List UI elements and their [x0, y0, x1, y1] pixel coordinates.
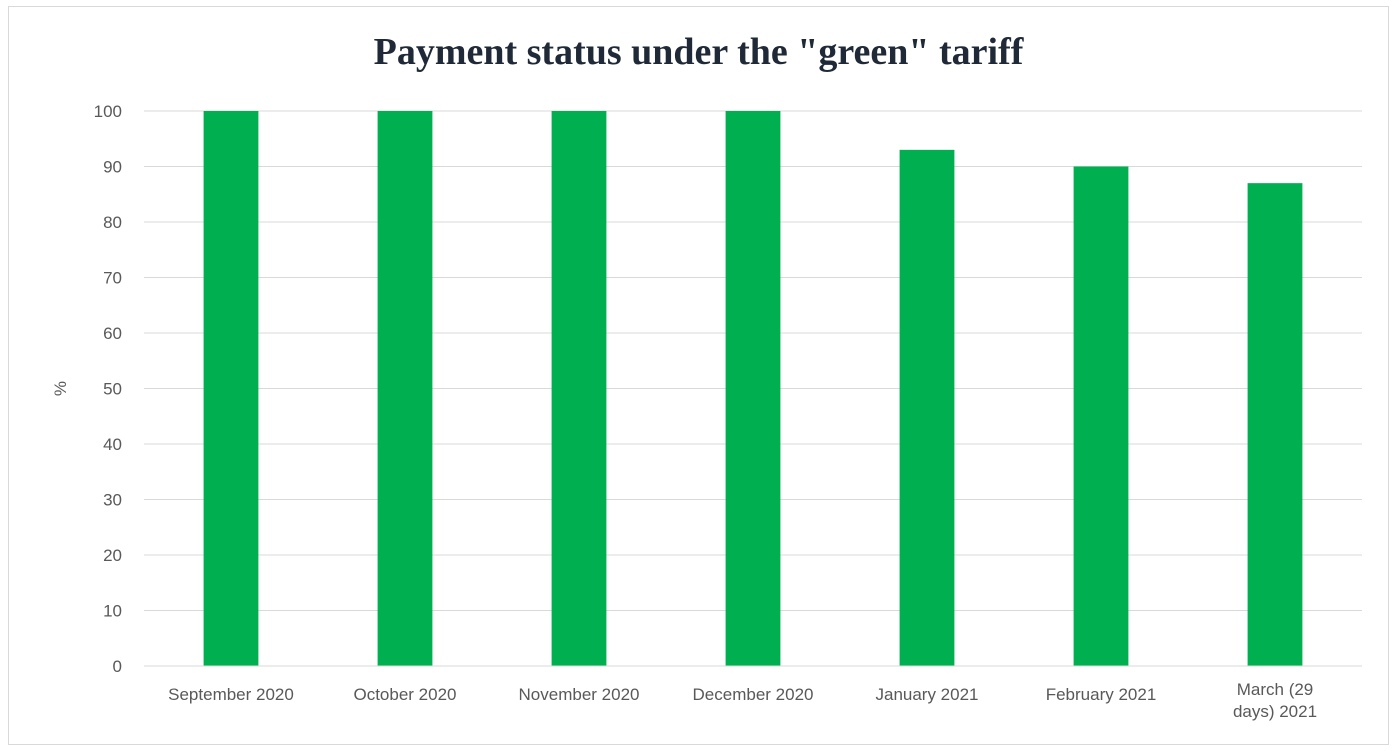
- x-tick-label: October 2020: [353, 685, 456, 704]
- bar-5: [1073, 166, 1129, 666]
- bar-3: [725, 111, 781, 666]
- x-tick-label: September 2020: [168, 685, 294, 704]
- x-tick-label: November 2020: [519, 685, 640, 704]
- y-axis-ticks: 0 10 20 30 40 50 60 70 80 90 100: [94, 102, 122, 676]
- x-axis-ticks: September 2020 October 2020 November 2020 D…: [168, 680, 1317, 721]
- bar-0: [203, 111, 259, 666]
- y-tick-label: 40: [103, 435, 122, 454]
- y-tick-label: 30: [103, 491, 122, 510]
- y-tick-label: 20: [103, 546, 122, 565]
- y-tick-label: 100: [94, 102, 122, 121]
- y-axis-label: %: [51, 381, 70, 396]
- x-tick-label: February 2021: [1046, 685, 1157, 704]
- x-tick-label: January 2021: [875, 685, 978, 704]
- y-tick-label: 80: [103, 213, 122, 232]
- y-tick-label: 60: [103, 324, 122, 343]
- bar-6: [1247, 183, 1303, 666]
- y-tick-label: 90: [103, 158, 122, 177]
- y-tick-label: 0: [113, 657, 122, 676]
- bar-2: [551, 111, 607, 666]
- x-tick-label: March (29 days) 2021: [1233, 680, 1317, 721]
- bar-1: [377, 111, 433, 666]
- y-tick-label: 10: [103, 602, 122, 621]
- chart-title: Payment status under the "green" tariff: [373, 31, 1024, 73]
- y-tick-label: 50: [103, 380, 122, 399]
- bar-4: [899, 149, 955, 667]
- bars: [144, 111, 1362, 667]
- y-tick-label: 70: [103, 269, 122, 288]
- x-tick-label: December 2020: [693, 685, 814, 704]
